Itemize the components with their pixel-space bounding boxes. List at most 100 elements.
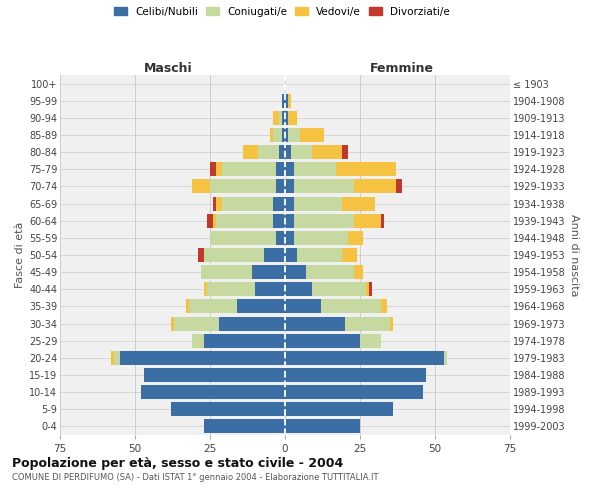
Bar: [381, 300, 387, 314]
Bar: [366, 282, 369, 296]
Bar: [198, 248, 204, 262]
Bar: [369, 282, 372, 296]
Bar: [258, 145, 279, 159]
Bar: [306, 265, 354, 279]
Bar: [276, 162, 285, 176]
Bar: [174, 316, 219, 330]
Bar: [273, 128, 282, 142]
Bar: [204, 282, 207, 296]
Bar: [270, 128, 273, 142]
Bar: [294, 214, 354, 228]
Text: Maschi: Maschi: [143, 62, 193, 76]
Bar: [111, 351, 114, 365]
Bar: [321, 300, 381, 314]
Bar: [285, 385, 423, 399]
Bar: [237, 300, 285, 314]
Legend: Celibi/Nubili, Coniugati/e, Vedovi/e, Divorziati/e: Celibi/Nubili, Coniugati/e, Vedovi/e, Di…: [110, 2, 454, 21]
Bar: [276, 231, 285, 245]
Text: Popolazione per età, sesso e stato civile - 2004: Popolazione per età, sesso e stato civil…: [12, 458, 343, 470]
Bar: [207, 214, 213, 228]
Bar: [285, 128, 288, 142]
Text: COMUNE DI PERDIFUMO (SA) - Dati ISTAT 1° gennaio 2004 - Elaborazione TUTTITALIA.: COMUNE DI PERDIFUMO (SA) - Dati ISTAT 1°…: [12, 472, 379, 482]
Bar: [354, 214, 381, 228]
Bar: [216, 214, 273, 228]
Bar: [141, 385, 285, 399]
Bar: [285, 265, 306, 279]
Bar: [282, 111, 285, 125]
Bar: [171, 316, 174, 330]
Bar: [381, 214, 384, 228]
Bar: [192, 180, 210, 194]
Bar: [285, 402, 393, 416]
Bar: [285, 231, 294, 245]
Bar: [279, 111, 282, 125]
Bar: [204, 248, 264, 262]
Bar: [285, 316, 345, 330]
Bar: [201, 265, 252, 279]
Bar: [114, 351, 120, 365]
Bar: [300, 128, 324, 142]
Bar: [204, 334, 285, 347]
Bar: [255, 282, 285, 296]
Bar: [273, 111, 279, 125]
Bar: [288, 128, 300, 142]
Bar: [189, 300, 237, 314]
Bar: [273, 196, 285, 210]
Bar: [222, 196, 273, 210]
Bar: [285, 145, 291, 159]
Bar: [285, 214, 294, 228]
Bar: [285, 368, 426, 382]
Y-axis label: Anni di nascita: Anni di nascita: [569, 214, 580, 296]
Bar: [354, 265, 363, 279]
Bar: [285, 162, 294, 176]
Bar: [171, 402, 285, 416]
Bar: [252, 265, 285, 279]
Bar: [210, 180, 276, 194]
Bar: [144, 368, 285, 382]
Bar: [285, 282, 312, 296]
Bar: [285, 111, 288, 125]
Bar: [213, 214, 216, 228]
Bar: [213, 196, 216, 210]
Bar: [243, 145, 258, 159]
Bar: [264, 248, 285, 262]
Bar: [192, 334, 204, 347]
Bar: [216, 196, 222, 210]
Bar: [285, 248, 297, 262]
Bar: [294, 196, 342, 210]
Bar: [276, 180, 285, 194]
Bar: [285, 420, 360, 434]
Bar: [342, 248, 357, 262]
Y-axis label: Fasce di età: Fasce di età: [14, 222, 25, 288]
Bar: [342, 145, 348, 159]
Bar: [396, 180, 402, 194]
Bar: [204, 420, 285, 434]
Bar: [285, 94, 288, 108]
Bar: [207, 282, 255, 296]
Bar: [297, 248, 342, 262]
Bar: [285, 334, 360, 347]
Bar: [336, 162, 396, 176]
Bar: [294, 231, 348, 245]
Bar: [312, 282, 366, 296]
Bar: [294, 180, 354, 194]
Bar: [216, 162, 222, 176]
Bar: [285, 351, 444, 365]
Bar: [444, 351, 447, 365]
Bar: [348, 231, 363, 245]
Bar: [285, 300, 321, 314]
Bar: [390, 316, 393, 330]
Bar: [282, 94, 285, 108]
Bar: [210, 231, 276, 245]
Bar: [288, 111, 297, 125]
Bar: [219, 316, 285, 330]
Bar: [354, 180, 396, 194]
Bar: [210, 162, 216, 176]
Bar: [342, 196, 375, 210]
Bar: [291, 145, 312, 159]
Bar: [285, 196, 294, 210]
Bar: [120, 351, 285, 365]
Bar: [222, 162, 276, 176]
Bar: [288, 94, 291, 108]
Bar: [186, 300, 189, 314]
